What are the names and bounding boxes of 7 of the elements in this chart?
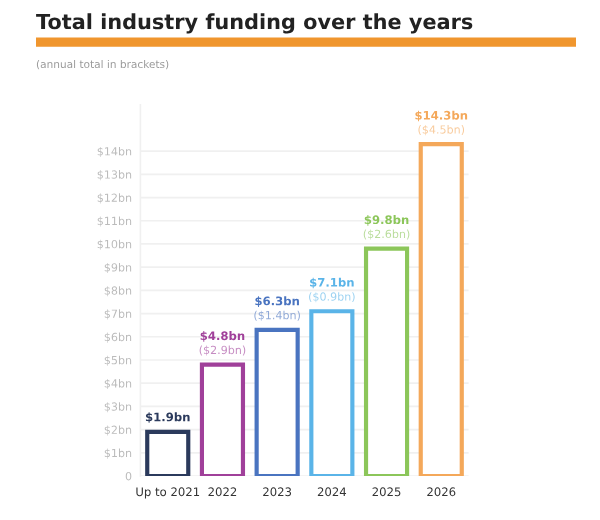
bar [363, 246, 410, 477]
bar [199, 362, 246, 477]
bar [309, 309, 355, 477]
bar [145, 429, 191, 477]
chart-title: Total industry funding over the years [36, 13, 473, 34]
bar [254, 327, 300, 477]
bar [418, 142, 464, 477]
